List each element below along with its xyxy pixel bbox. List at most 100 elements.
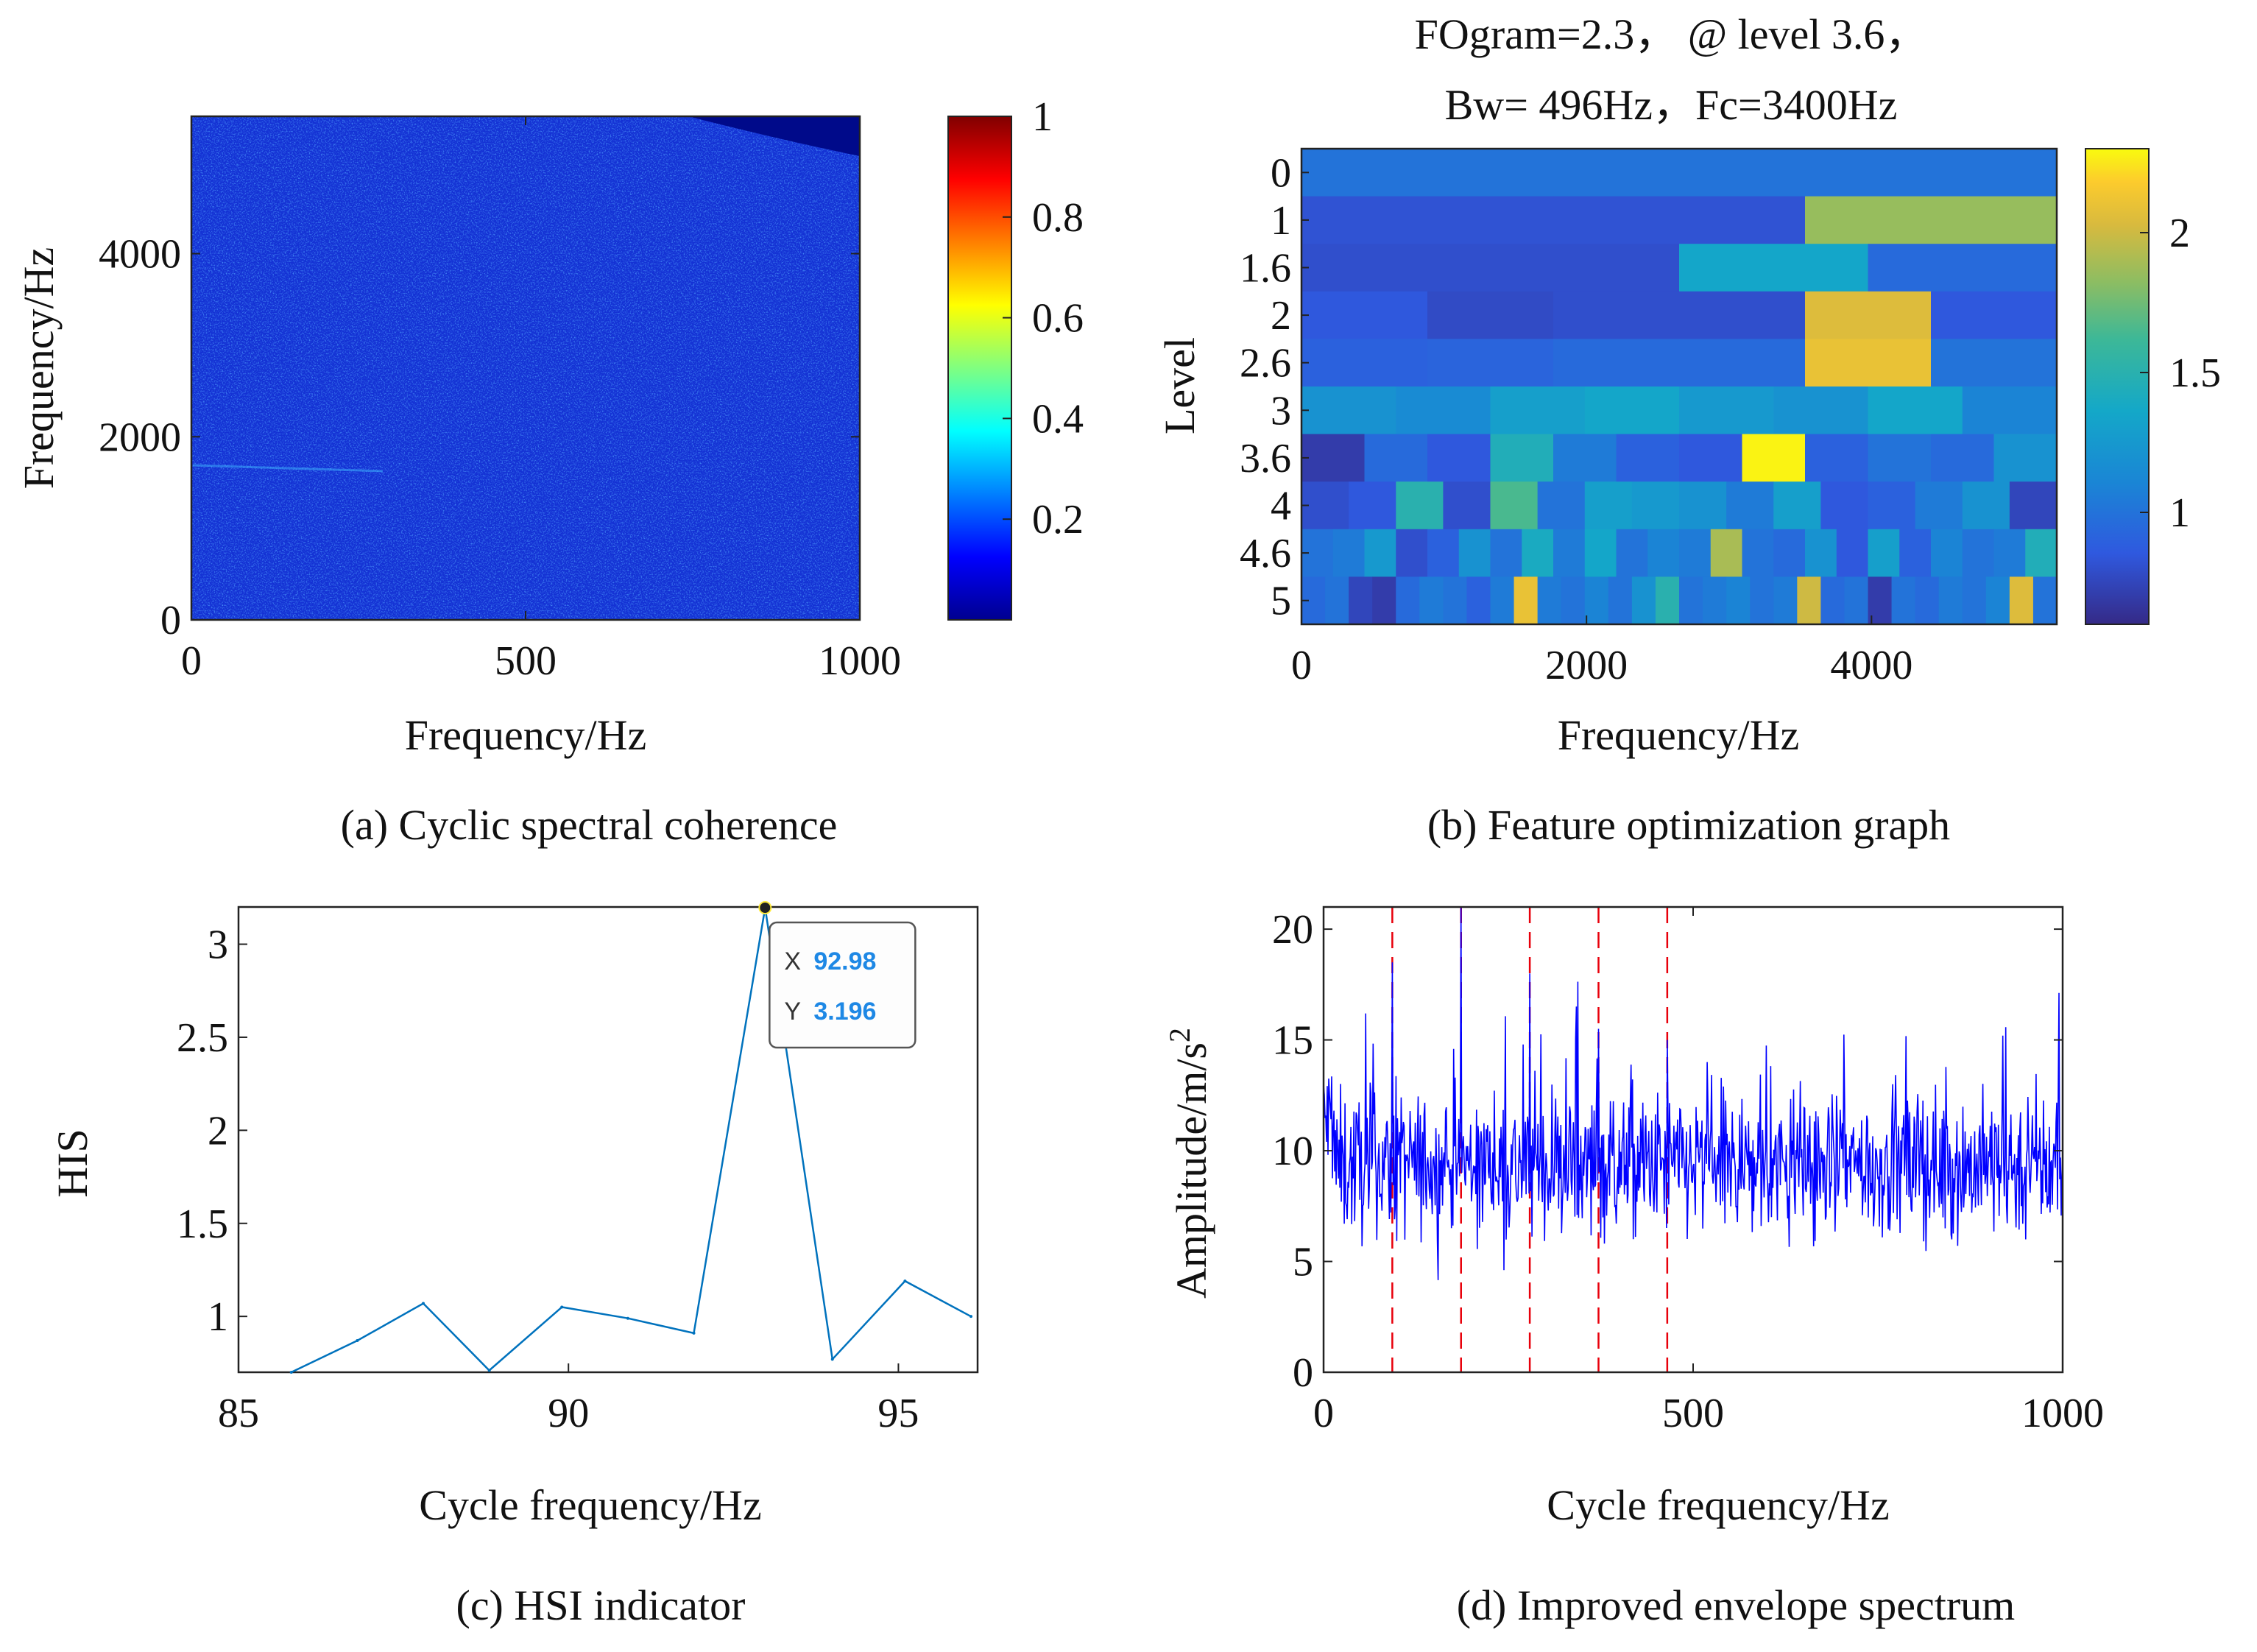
fog-cell	[1679, 576, 1703, 625]
fog-cell	[1647, 529, 1680, 577]
fog-cell	[1836, 529, 1869, 577]
fog-cell	[1868, 386, 1963, 435]
fog-cell	[1396, 481, 1444, 530]
fog-cell	[1679, 434, 1743, 482]
fog-cell	[1301, 196, 1554, 244]
fog-cell	[1679, 291, 1806, 339]
panel-b-caption: (b) Feature optimization graph	[1427, 801, 1950, 849]
fog-cell	[1797, 576, 1821, 625]
fog-cell	[1773, 529, 1806, 577]
fog-cell	[1993, 529, 2026, 577]
panel-a-y-axis-label: Frequency/Hz	[15, 247, 63, 490]
fog-cell	[1364, 529, 1396, 577]
fog-cell	[1301, 339, 1428, 387]
fog-cell	[1458, 529, 1491, 577]
fog-cell	[1616, 434, 1680, 482]
hsi-point	[903, 1279, 907, 1283]
panel-d: 0 500 1000 0 5 10 15 20 Amplitude/m/s2 Cycle fr…	[1163, 906, 2104, 1629]
y-tick-label: 0	[160, 598, 181, 643]
fog-cell	[1679, 529, 1712, 577]
fog-cell	[1915, 576, 1940, 625]
panel-d-y-axis-label: Amplitude/m/s2	[1163, 1028, 1215, 1299]
x-tick-label: 0	[181, 638, 202, 684]
fog-cell	[1679, 339, 1806, 387]
hsi-point	[487, 1369, 491, 1372]
coherence-faint-band	[192, 464, 384, 473]
fog-cell	[1773, 386, 1869, 435]
fog-cell	[1962, 576, 1987, 625]
datatip-background	[769, 921, 916, 1049]
coherence-noise-texture	[191, 116, 860, 620]
fog-cell	[1631, 576, 1656, 625]
panel-c-axes: 85 90 95 1 1.5 2 2.5 3	[177, 906, 979, 1436]
fog-cell	[1537, 576, 1562, 625]
fog-cell	[2009, 481, 2058, 530]
x-tick-label: 90	[548, 1391, 589, 1436]
fog-cell	[1868, 244, 2058, 292]
fog-cell	[1868, 529, 1900, 577]
panel-b-title-line1: FOgram=2.3， @ level 3.6，	[1415, 10, 1928, 58]
y-tick-label: 2	[208, 1108, 228, 1154]
fog-cell	[1931, 434, 1995, 482]
fog-cell	[1679, 244, 1869, 292]
fog-cell	[1325, 576, 1349, 625]
fog-cell	[1726, 481, 1774, 530]
fog-cell	[1301, 149, 2058, 197]
fog-cell	[1899, 529, 1932, 577]
fog-cell	[1553, 339, 1680, 387]
y-tick-label: 2.5	[177, 1015, 228, 1061]
fog-cell	[1805, 291, 1932, 339]
panel-d-x-axis-label: Cycle frequency/Hz	[1547, 1481, 1889, 1529]
x-tick-label: 4000	[1830, 643, 1912, 688]
fog-cell	[1301, 386, 1396, 435]
fog-cell	[1820, 481, 1869, 530]
fog-cell	[1805, 339, 1932, 387]
fog-cell	[1396, 386, 1491, 435]
fog-cell	[1561, 576, 1586, 625]
fog-cell	[1364, 434, 1428, 482]
y-tick-label: 10	[1272, 1129, 1313, 1174]
x-tick-label: 0	[1291, 643, 1312, 688]
y-tick-label: 2000	[99, 414, 181, 460]
colorbar-tick-label: 2	[2169, 211, 2190, 256]
colorbar-tick-label: 0.8	[1032, 195, 1084, 241]
fog-cell	[1466, 576, 1491, 625]
fog-cell	[1844, 576, 1869, 625]
fog-cell	[1553, 196, 1806, 244]
fog-cell	[1490, 529, 1522, 577]
level-tick-label: 4	[1271, 484, 1291, 529]
panel-b-title-line2: Bw= 496Hz，Fc=3400Hz	[1445, 81, 1898, 129]
y-tick-label: 15	[1272, 1018, 1313, 1064]
datatip-box[interactable]: X 92.98 Y 3.196	[769, 921, 916, 1049]
panel-b: FOgram=2.3， @ level 3.6， Bw= 496Hz，Fc=34…	[1156, 10, 2221, 849]
panel-b-y-axis-label: Level	[1156, 337, 1204, 434]
y-tick-label: 5	[1293, 1240, 1313, 1285]
y-tick-label: 1.5	[177, 1201, 228, 1247]
panel-a-caption: (a) Cyclic spectral coherence	[341, 801, 838, 849]
panel-a-colorbar: 0.2 0.4 0.6 0.8 1	[947, 94, 1084, 621]
fog-cell	[1490, 434, 1554, 482]
panel-a-axes: 0 500 1000 0 2000 4000	[99, 115, 901, 684]
fog-cell	[1490, 386, 1586, 435]
fog-cell	[1931, 529, 1963, 577]
fog-cell	[1820, 576, 1845, 625]
fog-cell	[1703, 576, 1727, 625]
panel-b-colorbar-gradient	[2085, 148, 2150, 625]
fog-cell	[1742, 529, 1774, 577]
fog-cell	[2025, 529, 2058, 577]
fog-cell	[1773, 481, 1821, 530]
fog-cell	[1584, 529, 1617, 577]
fog-cell	[1931, 291, 2058, 339]
fog-cell	[1537, 481, 1586, 530]
panel-a-x-axis-label: Frequency/Hz	[405, 711, 647, 759]
level-tick-label: 3.6	[1240, 436, 1291, 481]
fog-cell	[1938, 576, 1963, 625]
fog-cell	[1805, 196, 2058, 244]
datatip-marker[interactable]	[758, 901, 772, 915]
x-tick-label: 1000	[2021, 1391, 2104, 1436]
x-tick-label: 500	[495, 638, 557, 684]
fog-cell	[1726, 576, 1751, 625]
level-tick-label: 2.6	[1240, 341, 1291, 386]
fog-cell	[1301, 434, 1366, 482]
fog-cell	[1679, 386, 1774, 435]
